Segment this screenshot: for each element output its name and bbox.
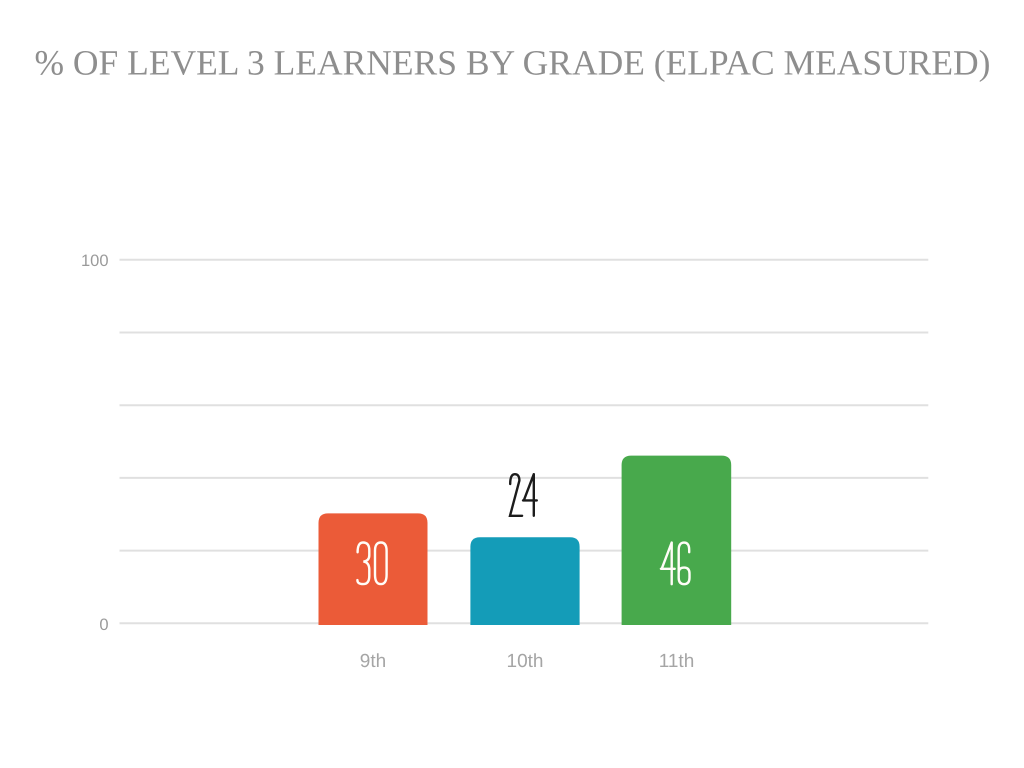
- svg-text:% OF LEVEL 3 LEARNERS BY GRADE: % OF LEVEL 3 LEARNERS BY GRADE (ELPAC ME…: [35, 42, 991, 82]
- svg-text:0: 0: [99, 616, 108, 634]
- svg-text:100: 100: [81, 252, 109, 270]
- svg-text:11th: 11th: [659, 651, 695, 672]
- svg-text:9th: 9th: [360, 651, 386, 672]
- svg-text:10th: 10th: [507, 651, 544, 672]
